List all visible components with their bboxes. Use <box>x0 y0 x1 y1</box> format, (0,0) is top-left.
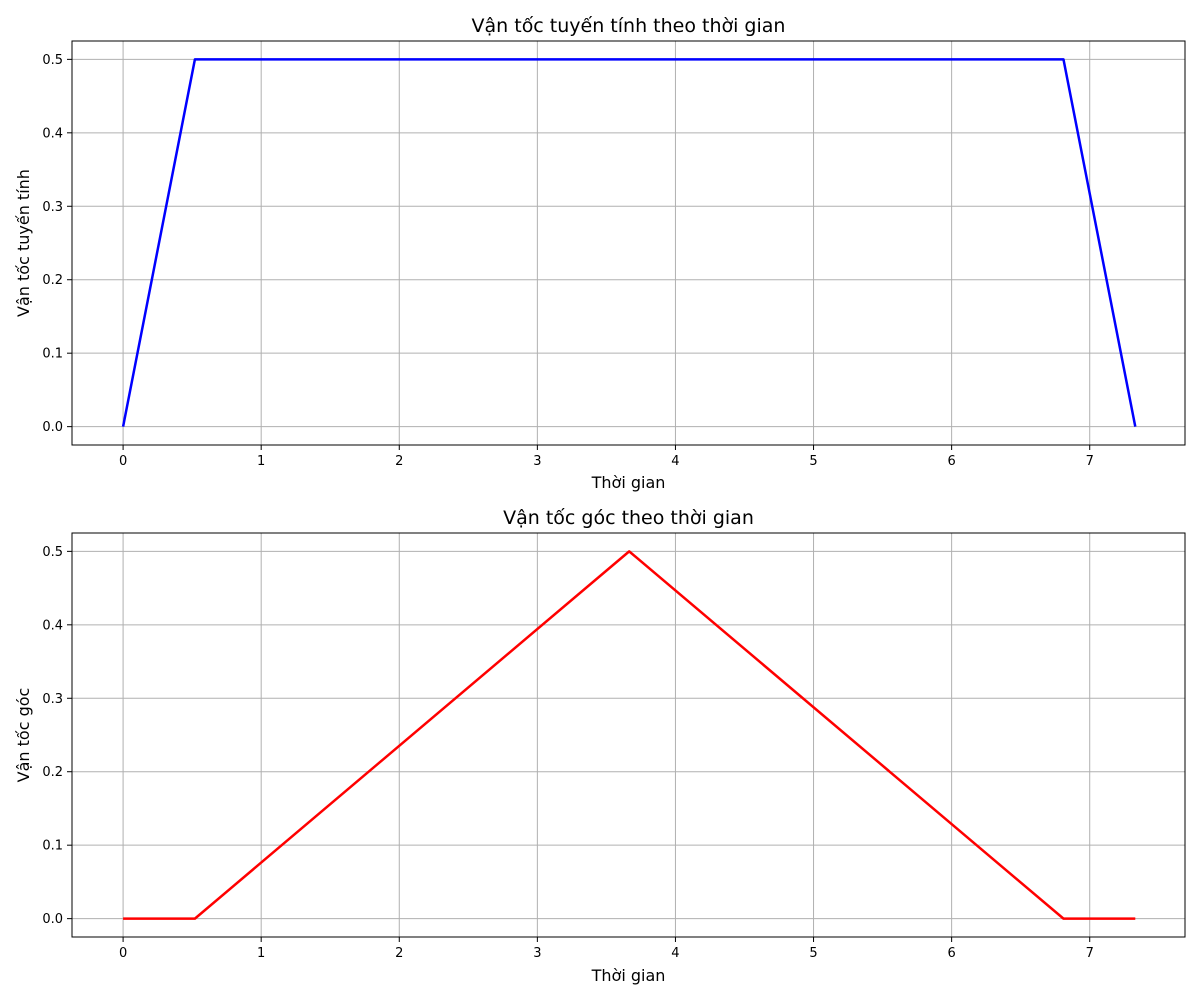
x-tick-label: 2 <box>395 946 403 961</box>
x-tick-label: 7 <box>1086 946 1094 961</box>
x-tick-label: 4 <box>671 454 679 469</box>
x-tick-label: 4 <box>671 946 679 961</box>
x-tick-label: 3 <box>533 946 541 961</box>
x-axis-label: Thời gian <box>591 473 666 492</box>
y-tick-label: 0.1 <box>42 839 63 854</box>
x-tick-label: 2 <box>395 454 403 469</box>
axes-frame <box>71 532 1186 938</box>
y-axis-label: Vận tốc góc <box>14 688 33 783</box>
x-tick-label: 1 <box>257 454 265 469</box>
x-tick-label: 1 <box>257 946 265 961</box>
y-tick-label: 0.3 <box>42 692 63 707</box>
x-tick-label: 0 <box>119 946 127 961</box>
angular-velocity-subplot: Vận tốc góc theo thời gian 0 1 2 3 4 5 6 7 0.0 0.… <box>14 507 1186 985</box>
x-axis-label: Thời gian <box>591 966 666 985</box>
x-tick-label: 5 <box>809 454 817 469</box>
chart-title: Vận tốc tuyến tính theo thời gian <box>472 15 786 37</box>
y-axis-label: Vận tốc tuyến tính <box>14 169 33 317</box>
y-tick-label: 0.4 <box>42 126 63 141</box>
y-tick-label: 0.0 <box>42 912 63 927</box>
y-tick-label: 0.3 <box>42 200 63 215</box>
y-tick-label: 0.5 <box>42 53 63 68</box>
x-tick-label: 0 <box>119 454 127 469</box>
axes-frame <box>71 40 1186 446</box>
y-tick-label: 0.5 <box>42 545 63 560</box>
x-tick-label: 7 <box>1086 454 1094 469</box>
series-line <box>121 58 1137 427</box>
y-tick-label: 0.2 <box>42 765 63 780</box>
x-tick-label: 6 <box>947 454 955 469</box>
linear-velocity-subplot: Vận tốc tuyến tính theo thời gian 0 1 2 3 4 5… <box>14 15 1186 492</box>
y-tick-label: 0.1 <box>42 347 63 362</box>
y-tick-label: 0.2 <box>42 273 63 288</box>
x-tick-label: 6 <box>947 946 955 961</box>
x-tick-label: 3 <box>533 454 541 469</box>
y-tick-label: 0.4 <box>42 618 63 633</box>
series-line <box>123 550 1136 920</box>
y-tick-label: 0.0 <box>42 420 63 435</box>
chart-title: Vận tốc góc theo thời gian <box>503 507 754 529</box>
x-tick-label: 5 <box>809 946 817 961</box>
